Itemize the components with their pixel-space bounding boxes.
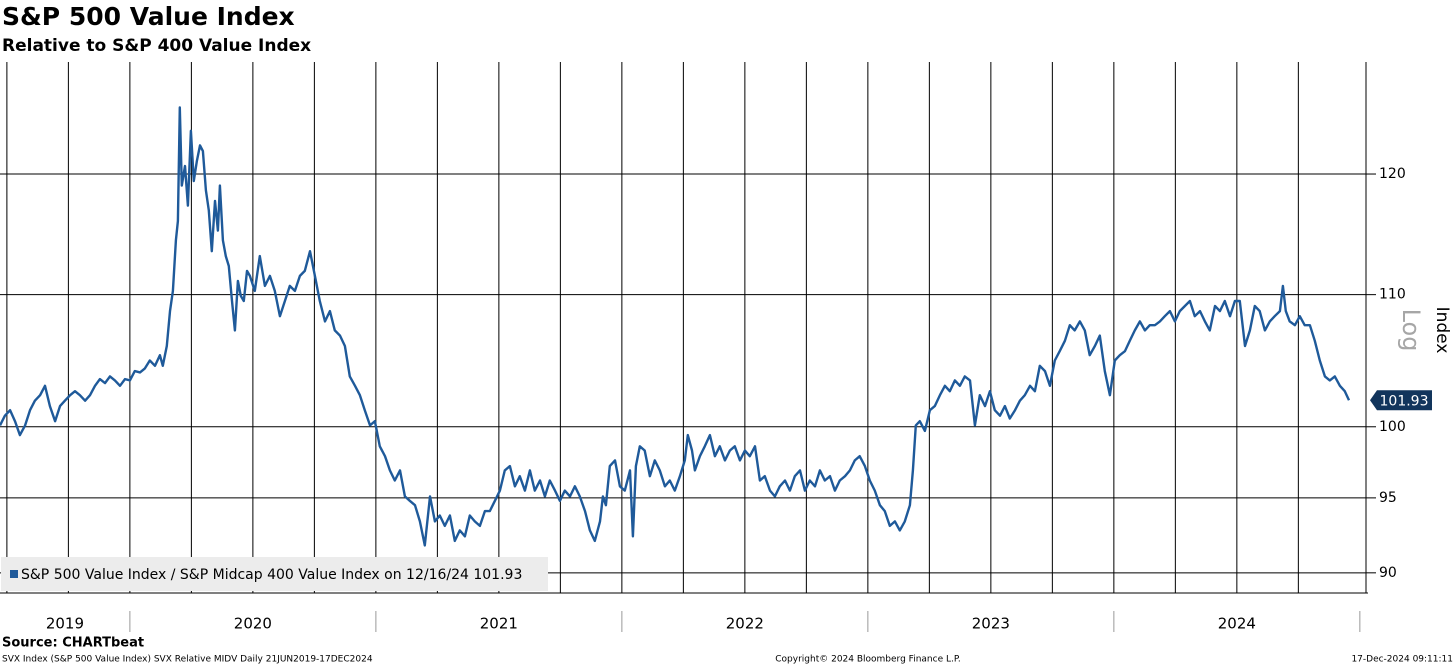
- series-line: [0, 106, 1351, 547]
- x-tick-label: 2021: [480, 615, 518, 633]
- y-tick-label: 110: [1379, 287, 1406, 303]
- y-tick-label: 95: [1379, 490, 1397, 506]
- x-tick-label: 2022: [726, 615, 764, 633]
- legend-box: [1, 557, 548, 591]
- scale-label: Log: [1397, 309, 1425, 352]
- x-tick-label: 2020: [234, 615, 272, 633]
- y-tick-label: 100: [1379, 419, 1406, 435]
- last-value-box: [1370, 390, 1432, 411]
- footer-timestamp: 17-Dec-2024 09:11:11: [1351, 655, 1453, 665]
- source: Source: CHARTbeat: [2, 636, 144, 651]
- y-axis-label: Index: [1432, 307, 1452, 354]
- y-tick-label: 90: [1379, 565, 1397, 581]
- last-value-label: 101.93: [1380, 393, 1429, 409]
- chart-subtitle: Relative to S&P 400 Value Index: [2, 36, 311, 56]
- x-tick-label: 2024: [1218, 615, 1256, 633]
- footer-description: SVX Index (S&P 500 Value Index) SVX Rela…: [2, 655, 373, 665]
- legend-swatch: [10, 570, 18, 578]
- y-tick-label: 120: [1379, 166, 1406, 182]
- chart-title: S&P 500 Value Index: [2, 2, 295, 31]
- legend-label: S&P 500 Value Index / S&P Midcap 400 Val…: [21, 567, 522, 583]
- x-tick-label: 2019: [46, 615, 84, 633]
- footer-copyright: Copyright© 2024 Bloomberg Finance L.P.: [775, 655, 960, 665]
- x-tick-label: 2023: [972, 615, 1010, 633]
